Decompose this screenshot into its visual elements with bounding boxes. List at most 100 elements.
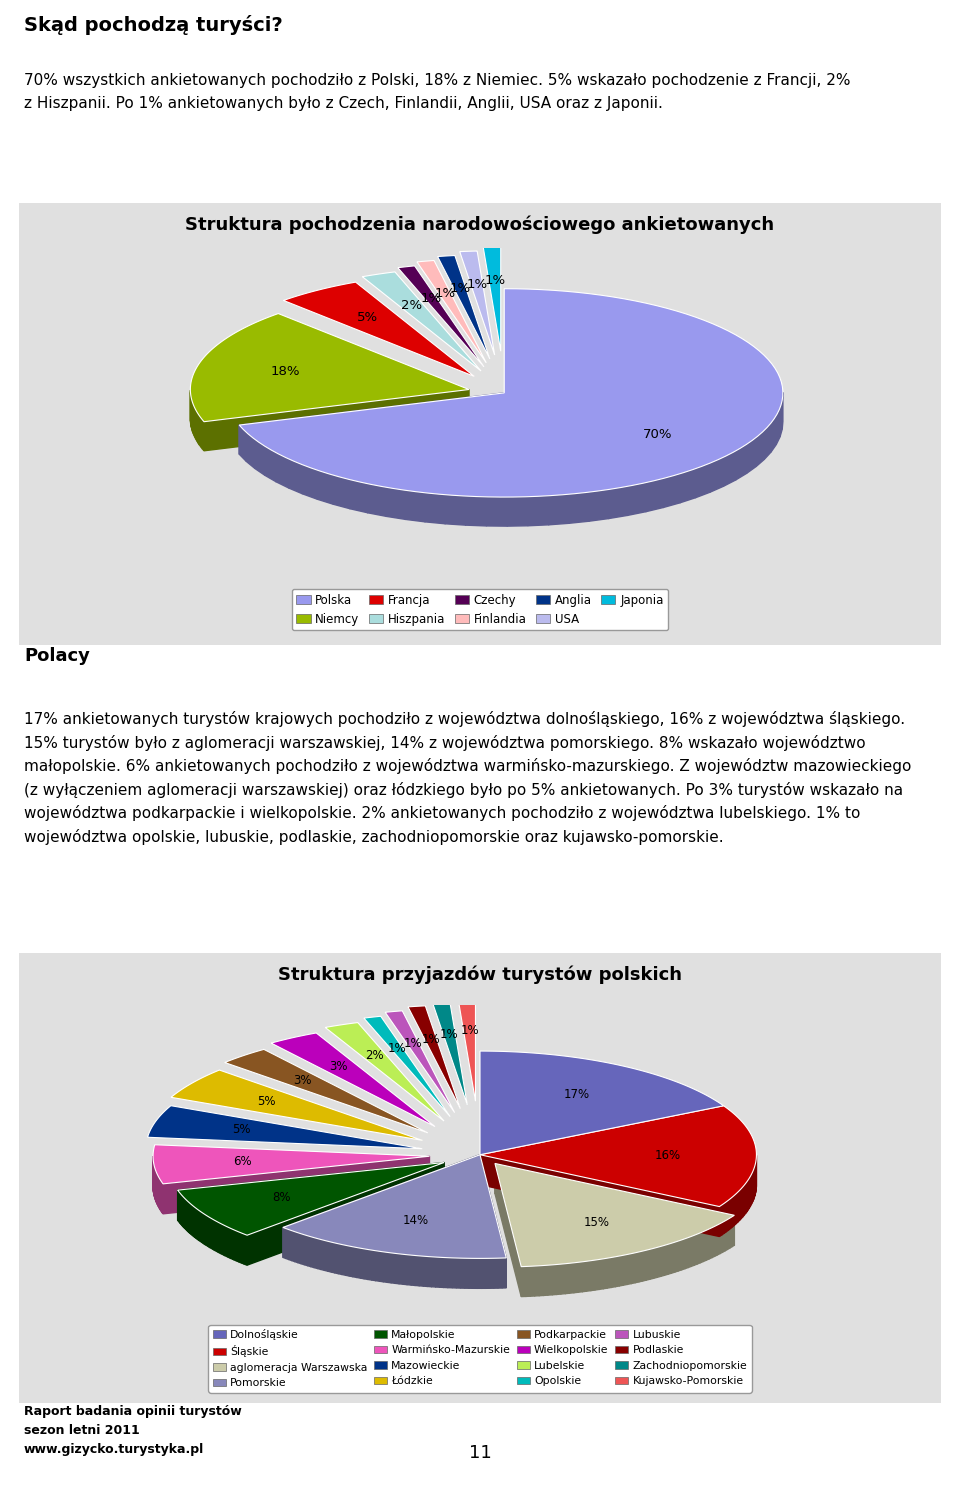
Polygon shape <box>747 1180 748 1212</box>
Polygon shape <box>153 1144 429 1184</box>
Polygon shape <box>603 1258 607 1288</box>
Text: 1%: 1% <box>449 282 470 296</box>
Polygon shape <box>396 1254 399 1284</box>
Legend: Polska, Niemcy, Francja, Hiszpania, Czechy, Finlandia, Anglia, USA, Japonia: Polska, Niemcy, Francja, Hiszpania, Czec… <box>292 590 668 630</box>
Polygon shape <box>191 1204 192 1234</box>
Text: 5%: 5% <box>357 312 378 324</box>
Polygon shape <box>771 416 777 452</box>
Polygon shape <box>707 1228 709 1260</box>
Polygon shape <box>399 1254 403 1284</box>
Polygon shape <box>244 1234 246 1264</box>
Polygon shape <box>331 1242 335 1274</box>
Polygon shape <box>204 390 469 452</box>
Polygon shape <box>314 1238 318 1269</box>
Text: 16%: 16% <box>655 1149 681 1162</box>
Polygon shape <box>211 1218 213 1249</box>
Polygon shape <box>528 496 548 526</box>
Polygon shape <box>684 1238 688 1269</box>
Polygon shape <box>680 468 695 502</box>
Polygon shape <box>178 1162 444 1234</box>
Text: Struktura pochodzenia narodowościowego ankietowanych: Struktura pochodzenia narodowościowego a… <box>185 216 775 234</box>
Polygon shape <box>163 1156 429 1214</box>
Polygon shape <box>308 1236 311 1266</box>
Polygon shape <box>375 1251 379 1281</box>
Text: 1%: 1% <box>388 1042 406 1056</box>
Polygon shape <box>726 1200 729 1231</box>
Polygon shape <box>239 1232 241 1263</box>
Polygon shape <box>210 1218 211 1248</box>
Polygon shape <box>292 1230 295 1262</box>
Text: 1%: 1% <box>467 278 488 291</box>
Polygon shape <box>487 496 507 526</box>
Polygon shape <box>364 1017 450 1116</box>
Polygon shape <box>481 1258 486 1288</box>
Polygon shape <box>362 272 481 370</box>
Polygon shape <box>283 282 474 376</box>
Polygon shape <box>646 478 663 512</box>
Polygon shape <box>756 430 764 466</box>
Polygon shape <box>386 488 405 519</box>
Text: Polacy: Polacy <box>24 646 90 664</box>
Polygon shape <box>192 1204 193 1236</box>
Polygon shape <box>539 1266 543 1296</box>
Polygon shape <box>397 266 484 368</box>
Polygon shape <box>730 1216 732 1248</box>
Polygon shape <box>385 1011 455 1113</box>
Text: 1%: 1% <box>404 1038 422 1050</box>
Polygon shape <box>328 1242 331 1272</box>
Polygon shape <box>190 314 469 422</box>
Polygon shape <box>206 1215 207 1246</box>
Polygon shape <box>342 1245 346 1275</box>
Polygon shape <box>368 1250 372 1280</box>
Polygon shape <box>588 489 609 520</box>
Polygon shape <box>311 1238 314 1268</box>
Polygon shape <box>318 470 333 504</box>
Polygon shape <box>732 1215 734 1246</box>
Polygon shape <box>646 1250 650 1280</box>
Polygon shape <box>723 1221 725 1252</box>
Text: Raport badania opinii turystów
sezon letni 2011
www.gizycko.turystyka.pl: Raport badania opinii turystów sezon let… <box>24 1406 242 1456</box>
Polygon shape <box>734 1194 736 1225</box>
Polygon shape <box>623 1254 627 1286</box>
Polygon shape <box>780 400 782 436</box>
Polygon shape <box>736 1192 738 1224</box>
Polygon shape <box>364 1250 368 1280</box>
Polygon shape <box>495 1164 734 1266</box>
Polygon shape <box>383 1252 388 1282</box>
Polygon shape <box>599 1258 603 1290</box>
Polygon shape <box>427 1257 432 1287</box>
Polygon shape <box>286 1228 289 1260</box>
Polygon shape <box>403 1254 407 1284</box>
Polygon shape <box>526 1266 530 1296</box>
Polygon shape <box>735 444 747 480</box>
Polygon shape <box>714 1226 717 1257</box>
Legend: Dolnośląskie, Śląskie, aglomeracja Warszawska, Pomorskie, Małopolskie, Warmińsko: Dolnośląskie, Śląskie, aglomeracja Warsz… <box>208 1324 752 1392</box>
Polygon shape <box>710 458 724 492</box>
Polygon shape <box>239 393 504 454</box>
Polygon shape <box>325 1023 444 1120</box>
Polygon shape <box>195 408 196 440</box>
Text: 15%: 15% <box>584 1216 610 1230</box>
Polygon shape <box>704 1230 707 1262</box>
Polygon shape <box>552 1264 557 1294</box>
Polygon shape <box>548 494 569 525</box>
Polygon shape <box>265 447 276 482</box>
Polygon shape <box>223 1224 224 1256</box>
Text: 1%: 1% <box>434 286 455 300</box>
Polygon shape <box>246 1234 247 1264</box>
Polygon shape <box>569 1263 574 1293</box>
Polygon shape <box>388 1252 392 1282</box>
Text: 3%: 3% <box>293 1074 312 1088</box>
Polygon shape <box>664 1245 668 1275</box>
Text: 1%: 1% <box>420 292 442 304</box>
Polygon shape <box>739 1188 741 1221</box>
Polygon shape <box>731 1197 732 1228</box>
Polygon shape <box>196 410 197 441</box>
Polygon shape <box>440 1257 444 1287</box>
Polygon shape <box>194 1208 195 1237</box>
Polygon shape <box>749 1176 750 1209</box>
Polygon shape <box>361 1248 364 1280</box>
Polygon shape <box>452 1258 456 1288</box>
Polygon shape <box>372 1250 375 1281</box>
Polygon shape <box>747 438 756 474</box>
